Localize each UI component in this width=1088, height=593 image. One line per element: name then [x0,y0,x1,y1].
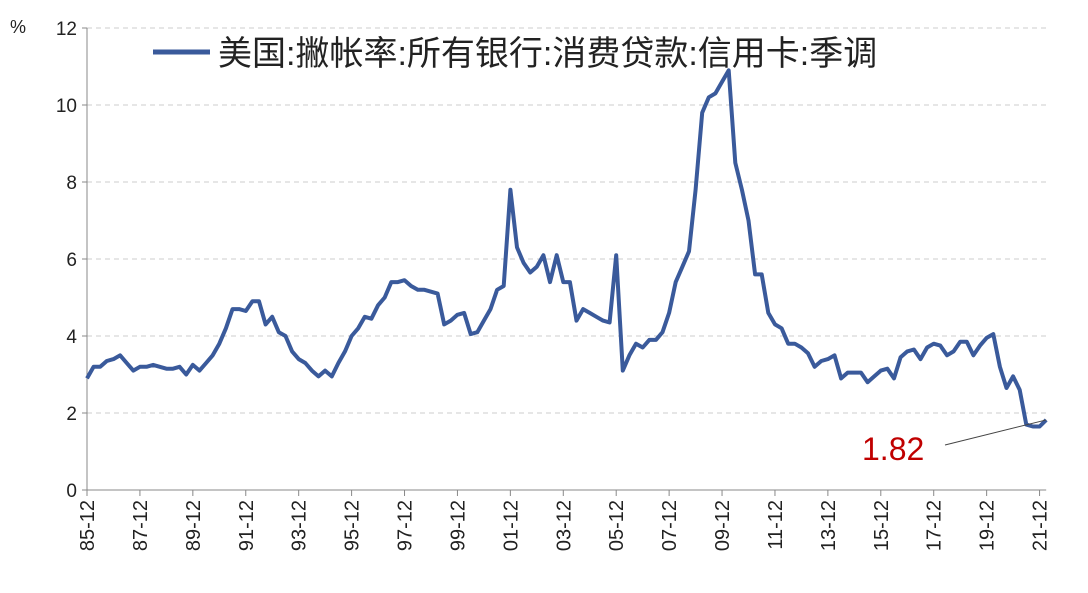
annotation-leader [944,419,1047,446]
x-tick-label: 21-12 [1030,500,1052,551]
x-tick-label: 11-12 [765,500,787,550]
x-tick-label: 07-12 [659,500,681,551]
x-tick-label: 87-12 [130,500,152,551]
x-tick-label: 85-12 [77,500,99,551]
y-tick-label: 2 [66,404,77,425]
x-tick-label: 09-12 [712,500,734,551]
x-tick-label: 19-12 [977,500,999,551]
x-tick-label: 15-12 [871,500,893,551]
x-tick-label: 97-12 [395,500,417,551]
y-tick-label: 6 [66,250,77,271]
x-tick-label: 05-12 [606,500,628,551]
y-tick-label: 8 [66,173,77,194]
x-tick-label: 89-12 [183,500,205,551]
value-label: 1.82 [862,431,924,467]
x-tick-label: 99-12 [447,500,469,551]
y-tick-label: 4 [66,327,77,348]
x-tick-label: 03-12 [553,500,575,551]
y-tick-label: 0 [66,481,77,502]
x-tick-label: 13-12 [818,500,840,551]
x-tick-label: 95-12 [342,500,364,551]
y-tick-label: 10 [56,96,77,117]
y-unit: % [10,17,26,37]
x-tick-label: 01-12 [500,500,522,551]
x-tick-label: 93-12 [289,500,311,551]
legend-label: 美国:撇帐率:所有银行:消费贷款:信用卡:季调 [218,35,877,73]
y-tick-label: 12 [56,19,77,40]
x-tick-label: 91-12 [236,500,258,551]
data-line [85,68,1048,429]
x-tick-label: 17-12 [924,500,946,551]
